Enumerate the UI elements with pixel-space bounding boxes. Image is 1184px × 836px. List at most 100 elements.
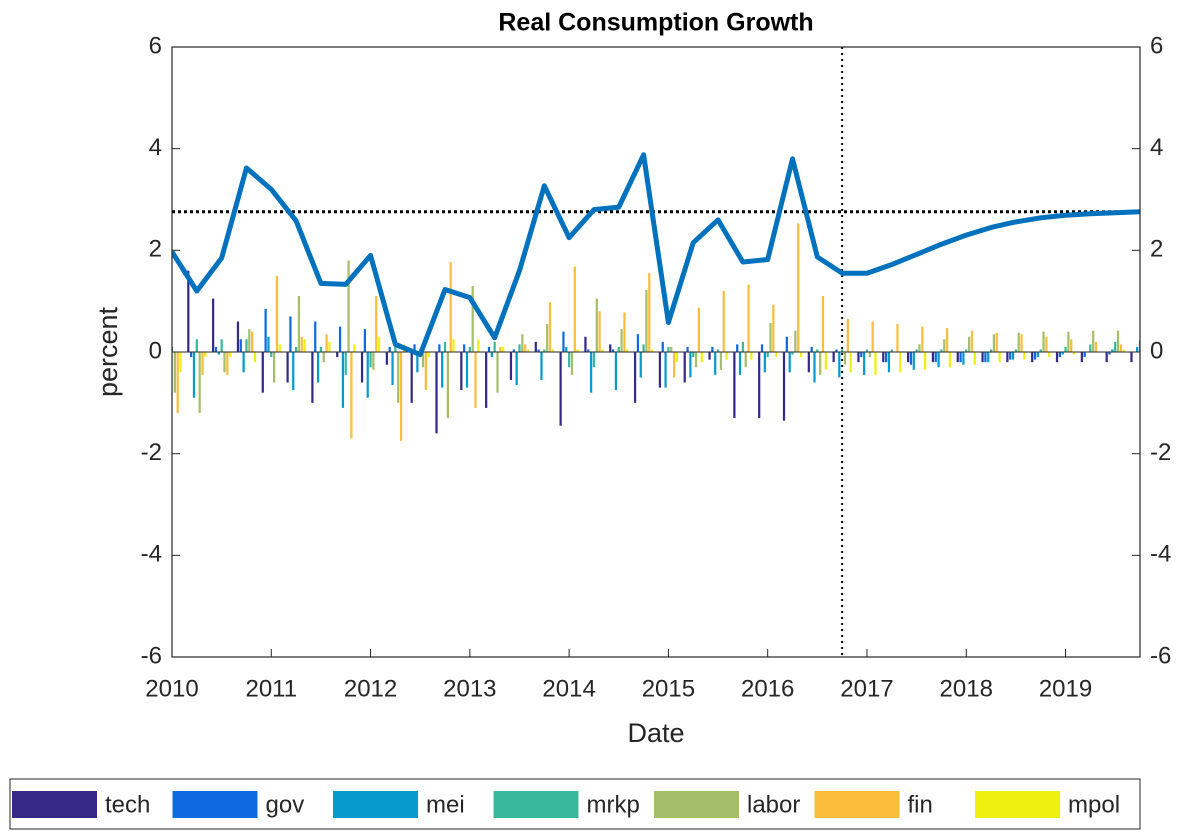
bar <box>537 349 540 352</box>
legend-label: mpol <box>1068 791 1120 818</box>
bar <box>874 352 877 375</box>
line-layer <box>172 47 1140 657</box>
bar <box>750 352 753 360</box>
bar <box>1061 352 1064 355</box>
y2-tick-label: 0 <box>1150 337 1163 364</box>
y-tick-label: 2 <box>149 236 162 263</box>
bar <box>849 352 852 373</box>
bar <box>711 346 714 352</box>
bar <box>675 352 679 363</box>
bar <box>1017 332 1020 352</box>
bar <box>375 296 378 352</box>
bar <box>799 352 803 358</box>
bar <box>562 331 565 352</box>
bar <box>1072 352 1076 355</box>
bar <box>534 341 537 352</box>
bar <box>1114 341 1117 352</box>
chart-title: Real Consumption Growth <box>498 9 813 37</box>
bar <box>595 298 598 352</box>
x-tick-label: 2016 <box>741 675 794 702</box>
bar <box>341 352 345 408</box>
bar <box>471 285 474 352</box>
bar <box>543 349 546 352</box>
bar <box>499 346 502 352</box>
bar <box>220 339 223 352</box>
bar <box>449 262 452 352</box>
x-tick-label: 2017 <box>840 675 893 702</box>
bar <box>1031 352 1034 363</box>
bar <box>1058 352 1061 358</box>
bar <box>179 352 182 373</box>
bar <box>918 344 921 352</box>
bar <box>300 336 303 352</box>
bar <box>694 352 698 368</box>
legend-swatch <box>493 791 579 818</box>
bar <box>336 352 339 358</box>
bar <box>518 344 521 352</box>
bar <box>236 321 240 352</box>
bar <box>460 352 463 391</box>
bar <box>989 349 993 352</box>
bar <box>589 352 593 393</box>
bar <box>245 339 248 352</box>
bar <box>187 270 190 352</box>
bar <box>565 346 568 352</box>
y-tick-label: -4 <box>141 541 162 568</box>
bar <box>289 316 292 352</box>
bar <box>672 352 676 378</box>
bar <box>915 349 918 352</box>
bar <box>512 349 515 352</box>
bar <box>190 352 193 358</box>
bar <box>945 328 949 352</box>
bar <box>1039 349 1042 352</box>
bar <box>642 344 645 352</box>
bar <box>325 334 328 352</box>
bar <box>741 341 744 352</box>
bar <box>372 352 375 370</box>
bar <box>1094 341 1098 352</box>
bar <box>838 352 841 378</box>
bar <box>1048 352 1051 358</box>
bar <box>416 352 419 373</box>
bar <box>316 352 320 383</box>
bar <box>890 349 893 352</box>
bar <box>173 352 176 393</box>
bar <box>540 352 543 380</box>
legend-label: gov <box>266 791 305 818</box>
bar <box>1042 331 1045 352</box>
bar <box>477 339 480 352</box>
bar <box>297 296 301 352</box>
bar <box>899 352 902 373</box>
bar <box>1045 336 1048 352</box>
bar <box>775 352 778 358</box>
bar <box>860 352 863 358</box>
bar <box>360 352 364 383</box>
bar <box>496 352 499 393</box>
bar <box>526 349 530 352</box>
bar <box>788 352 791 373</box>
bar <box>670 346 673 352</box>
bar <box>785 336 788 352</box>
bar <box>1108 352 1111 355</box>
bar <box>176 352 179 413</box>
bar <box>791 352 794 355</box>
bar <box>843 352 847 365</box>
bar <box>1036 352 1039 358</box>
bar <box>226 352 229 375</box>
y-axis-label: percent <box>93 306 123 397</box>
bar <box>967 336 971 352</box>
bar <box>229 352 232 358</box>
bar <box>485 352 488 408</box>
bar <box>584 336 587 352</box>
y2-tick-label: -6 <box>1150 642 1171 669</box>
bar <box>766 352 769 358</box>
bar <box>664 352 667 388</box>
bar <box>524 344 527 352</box>
bar <box>509 352 513 380</box>
bar <box>841 349 844 352</box>
bar <box>667 346 670 352</box>
y2-tick-label: 4 <box>1150 134 1163 161</box>
bar <box>328 341 331 352</box>
bar <box>446 352 449 419</box>
